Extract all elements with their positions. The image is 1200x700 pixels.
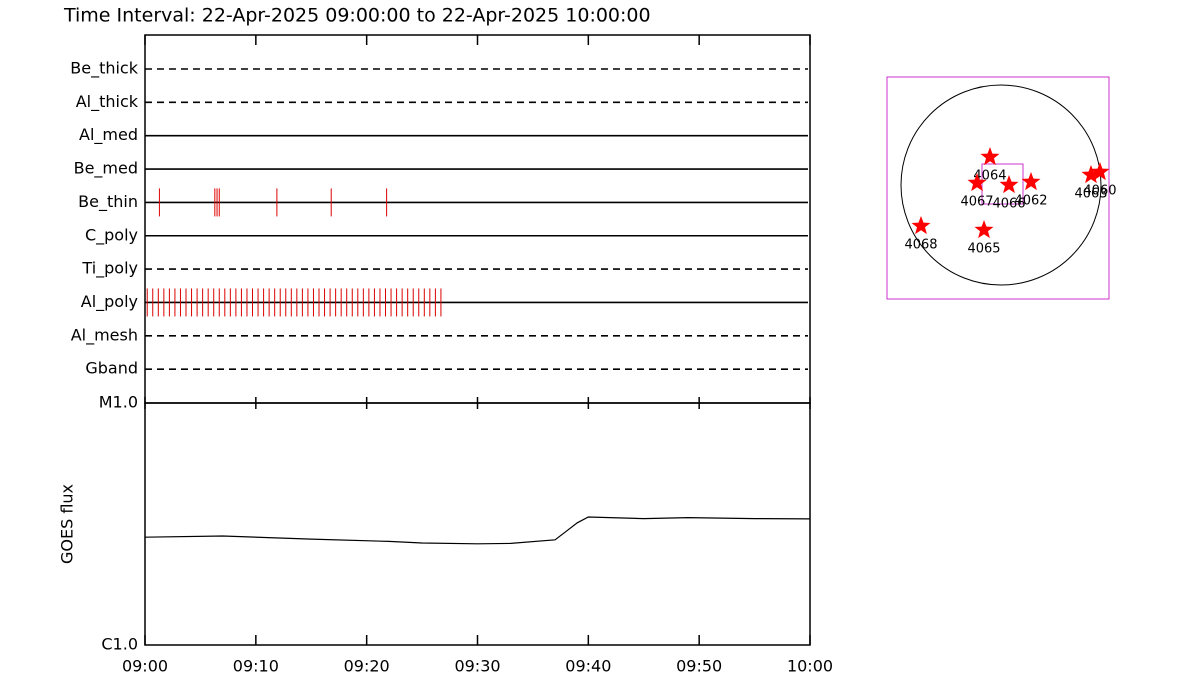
region-star bbox=[967, 173, 987, 192]
region-label: 4068 bbox=[904, 238, 937, 253]
y-tick-label: M1.0 bbox=[99, 393, 138, 412]
y-axis-label: GOES flux bbox=[58, 484, 77, 564]
goes-frame bbox=[144, 402, 811, 646]
region-label: 4060 bbox=[1083, 183, 1116, 198]
region-star bbox=[1090, 162, 1110, 181]
filter-label: Ti_poly bbox=[81, 259, 138, 279]
filter-label: Al_thick bbox=[76, 92, 139, 112]
x-tick-label: 09:10 bbox=[233, 657, 279, 676]
region-star bbox=[999, 175, 1019, 194]
filter-label: Al_med bbox=[79, 125, 138, 145]
region-star bbox=[980, 147, 1000, 166]
region-label: 4065 bbox=[967, 242, 1000, 257]
filter-label: Al_mesh bbox=[71, 325, 138, 345]
region-label: 4063 bbox=[1074, 187, 1107, 202]
map-frame bbox=[886, 76, 1110, 300]
chart-title: Time Interval: 22-Apr-2025 09:00:00 to 2… bbox=[63, 5, 651, 27]
region-star bbox=[911, 216, 931, 235]
x-tick-label: 10:00 bbox=[787, 657, 833, 676]
filter-label: Gband bbox=[85, 359, 138, 378]
x-tick-label: 09:00 bbox=[122, 657, 168, 676]
region-label: 4062 bbox=[1014, 193, 1047, 208]
goes-curve bbox=[144, 516, 811, 545]
x-tick-label: 09:50 bbox=[676, 657, 722, 676]
region-star bbox=[974, 220, 994, 239]
filter-label: Al_poly bbox=[81, 292, 138, 312]
region-label: 4066 bbox=[992, 197, 1025, 212]
filter-label: C_poly bbox=[85, 225, 138, 245]
x-tick-label: 09:20 bbox=[344, 657, 390, 676]
filter-label: Be_thin bbox=[78, 192, 138, 212]
region-star bbox=[1081, 165, 1101, 184]
x-tick-label: 09:30 bbox=[454, 657, 500, 676]
solar-disk bbox=[900, 84, 1102, 286]
y-tick-label: C1.0 bbox=[101, 635, 138, 654]
field-of-view bbox=[981, 163, 1024, 205]
filter-label: Be_thick bbox=[70, 59, 138, 79]
region-star bbox=[1021, 172, 1041, 191]
filter-label: Be_med bbox=[74, 159, 138, 179]
x-tick-label: 09:40 bbox=[565, 657, 611, 676]
timeline-frame bbox=[144, 34, 811, 404]
region-label: 4067 bbox=[960, 195, 993, 210]
